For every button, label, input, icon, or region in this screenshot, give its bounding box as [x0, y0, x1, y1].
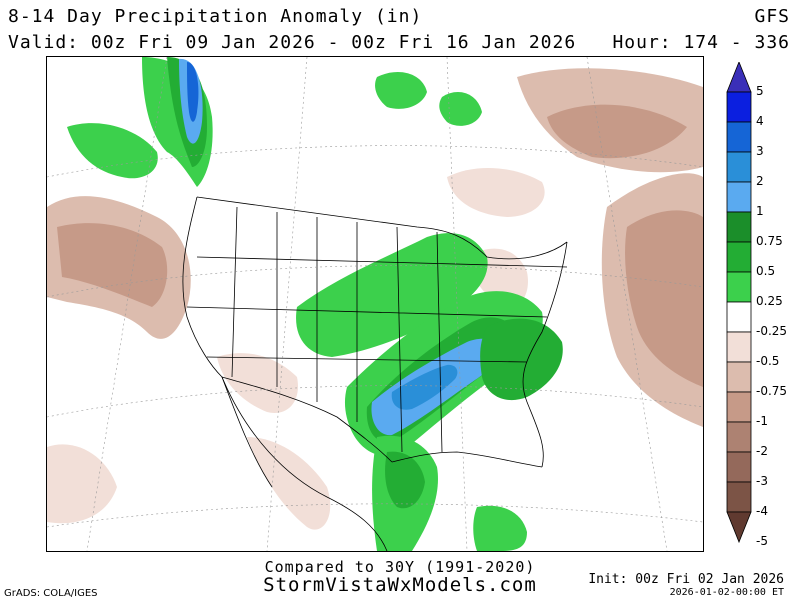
wet-caribbean: [473, 505, 527, 551]
valid-period: Valid: 00z Fri 09 Jan 2026 - 00z Fri 16 …: [8, 32, 577, 53]
model-name: GFS: [754, 6, 790, 27]
grads-credit: GrADS: COLA/IGES: [4, 588, 98, 599]
dry-southwest-mexico: [217, 353, 298, 413]
wet-anomaly-areas: [67, 57, 563, 551]
colorbar-swatch-9: [726, 331, 752, 363]
map-canvas: [47, 57, 703, 551]
colorbar-swatch-10: [726, 361, 752, 393]
colorbar-label: -3: [756, 474, 768, 488]
colorbar-swatch-14: [726, 481, 752, 513]
colorbar-swatch-13: [726, 451, 752, 483]
colorbar-label: 1: [756, 204, 764, 218]
state-lines-west: [231, 206, 358, 422]
climatology-note: Compared to 30Y (1991-2020): [264, 558, 536, 576]
us-canada-border: [196, 196, 568, 260]
colorbar-swatch-1: [726, 91, 752, 123]
colorbar-swatch-11: [726, 391, 752, 423]
us-west-coast: [182, 196, 223, 378]
dry-atlantic-core: [625, 210, 703, 387]
colorbar-label: 3: [756, 144, 764, 158]
dry-canada-core: [547, 104, 687, 159]
colorbar-swatch-4: [726, 181, 752, 213]
wet-east-coast: [480, 318, 563, 401]
colorbar-label: -0.5: [756, 354, 780, 368]
dry-anomaly-areas: [47, 68, 703, 530]
wet-mid-south-core: [391, 364, 458, 410]
state-lines-central: [186, 226, 568, 453]
wet-hudson: [439, 92, 482, 126]
precipitation-anomaly-map: [46, 56, 704, 552]
colorbar-swatch-8: [726, 301, 752, 333]
colorbar-label: -0.25: [756, 324, 788, 338]
baja-outline: [221, 376, 273, 488]
colorbar-label: 0.5: [756, 264, 776, 278]
colorbar-swatch-12: [726, 421, 752, 453]
colorbar-swatch-15: [726, 511, 752, 544]
wet-pnw-very-heavy: [187, 62, 199, 122]
wet-midwest-band: [296, 233, 488, 357]
colorbar-swatch-3: [726, 151, 752, 183]
colorbar-label: -5: [756, 534, 768, 548]
colorbar-label: 0.75: [756, 234, 783, 248]
dry-pacific-core: [57, 223, 168, 307]
colorbar-swatch-2: [726, 121, 752, 153]
colorbar-svg: [726, 62, 752, 544]
dry-northeast-canada: [447, 167, 545, 217]
gulf-coast: [391, 451, 543, 468]
wet-canada-north: [375, 72, 427, 109]
colorbar-label: -1: [756, 414, 768, 428]
colorbar-swatch-0: [726, 62, 752, 93]
mexico-outline: [221, 376, 388, 551]
colorbar-label: -4: [756, 504, 768, 518]
init-time: Init: 00z Fri 02 Jan 2026: [588, 572, 784, 587]
wet-gulf-core: [385, 451, 425, 509]
colorbar-label: -2: [756, 444, 768, 458]
colorbar-label: 0.25: [756, 294, 783, 308]
colorbar-swatch-7: [726, 271, 752, 303]
forecast-hour-range: Hour: 174 - 336: [612, 32, 790, 53]
colorbar-swatch-6: [726, 241, 752, 273]
colorbar-label: 2: [756, 174, 764, 188]
colorbar-swatch-5: [726, 211, 752, 243]
dry-pacific-south: [47, 444, 117, 524]
run-timestamp: 2026-01-02-00:00 ET: [669, 587, 784, 598]
wet-canada-west: [67, 123, 158, 179]
site-watermark: StormVistaWxModels.com: [263, 574, 537, 596]
colorbar-label: -0.75: [756, 384, 788, 398]
colorbar-label: 4: [756, 114, 764, 128]
us-mexico-border: [221, 376, 393, 463]
colorbar-label: 5: [756, 84, 764, 98]
graticule: [47, 57, 703, 551]
colorbar: [726, 62, 752, 572]
us-east-coast: [522, 241, 568, 468]
dry-baja: [247, 437, 331, 530]
chart-title: 8-14 Day Precipitation Anomaly (in): [8, 6, 423, 27]
political-boundaries: [182, 196, 568, 551]
